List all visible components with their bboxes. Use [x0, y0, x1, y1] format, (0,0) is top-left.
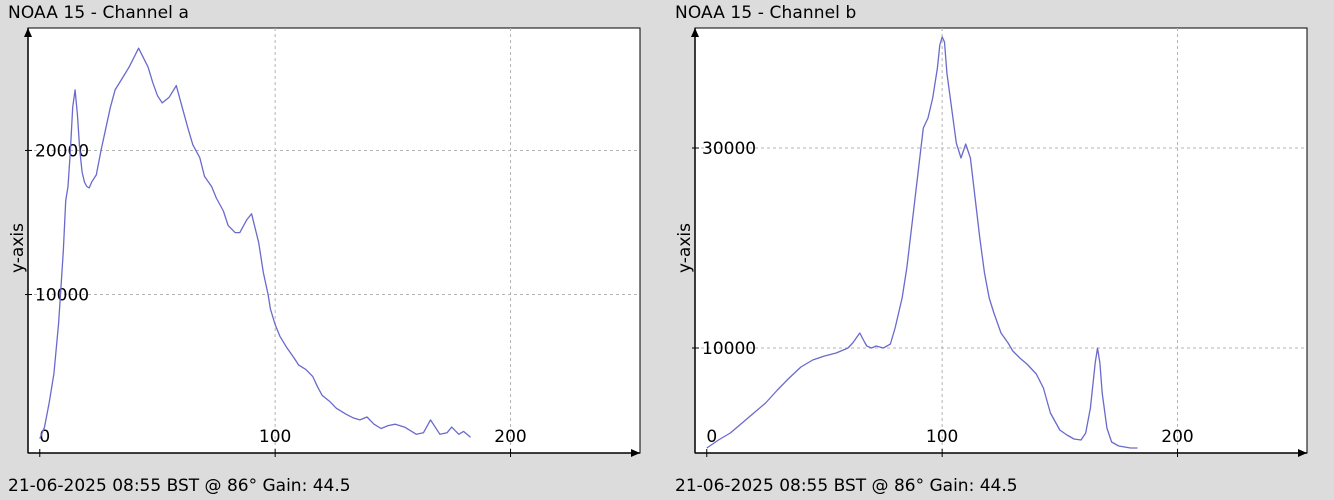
y-tick-label: 30000 [702, 139, 756, 159]
y-tick-label: 10000 [702, 339, 756, 359]
x-tick-label: 0 [39, 427, 50, 447]
plot-background [694, 27, 1308, 454]
x-tick-label: 0 [706, 427, 717, 447]
y-tick-label: 20000 [35, 141, 89, 161]
y-axis-label: y-axis [8, 223, 28, 273]
chart-panel-channel-b: NOAA 15 - Channel b 0 100 200 10000 30000 y-a… [667, 0, 1334, 500]
y-axis-label: y-axis [675, 223, 695, 273]
x-axis-arrow-icon [631, 449, 640, 457]
series-line [706, 36, 1138, 449]
plot-background [27, 27, 641, 454]
x-tick-label: 200 [494, 427, 526, 447]
x-tick-label: 100 [926, 427, 958, 447]
x-axis-arrow-icon [1298, 449, 1307, 457]
chart-footer-status: 21-06-2025 08:55 BST @ 86° Gain: 44.5 [8, 476, 351, 496]
chart-area: 0 100 200 10000 20000 y-axis [8, 27, 641, 457]
y-axis-arrow-icon [691, 28, 699, 37]
chart-title: NOAA 15 - Channel b [675, 3, 857, 23]
series-line [39, 47, 471, 439]
chart-panel-channel-a: NOAA 15 - Channel a 0 100 200 10000 20000 y-a… [8, 3, 641, 496]
x-tick-label: 200 [1161, 427, 1193, 447]
chart-footer-status: 21-06-2025 08:55 BST @ 86° Gain: 44.5 [675, 476, 1018, 496]
y-tick-label: 10000 [35, 286, 89, 306]
y-axis-arrow-icon [24, 28, 32, 37]
chart-title: NOAA 15 - Channel a [8, 3, 190, 23]
x-tick-label: 100 [259, 427, 291, 447]
chart-area: 0 100 200 10000 30000 y-axis [675, 27, 1308, 457]
